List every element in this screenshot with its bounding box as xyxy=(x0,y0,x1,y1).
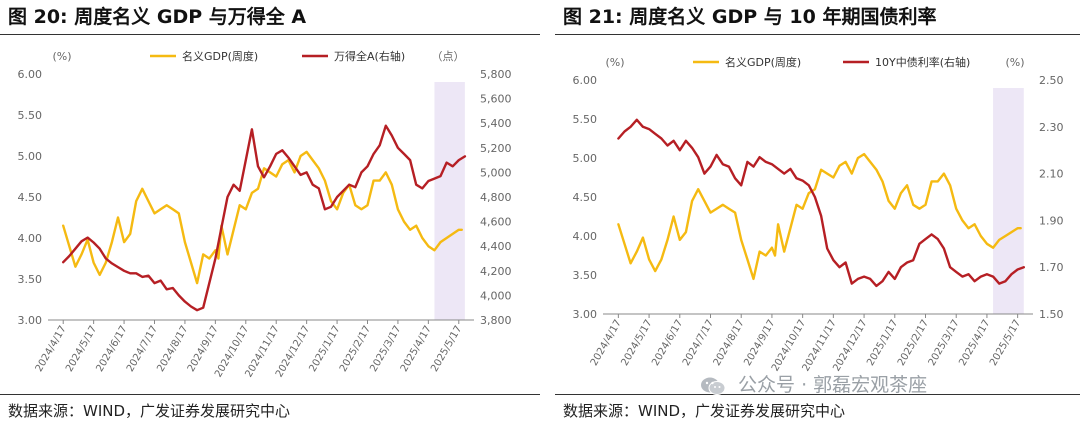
x-tick-label: 2024/6/17 xyxy=(650,318,685,368)
watermark: 公众号 · 郭磊宏观茶座 xyxy=(700,370,927,397)
y-tick-right: 1.90 xyxy=(1039,214,1064,227)
x-tick-label: 2024/8/17 xyxy=(712,318,747,368)
y-tick-right: 2.50 xyxy=(1039,74,1064,87)
y-tick-left: 4.00 xyxy=(573,230,598,243)
x-tick-label: 2025/4/17 xyxy=(399,324,434,374)
y-tick-right: 5,800 xyxy=(480,68,512,81)
x-tick-label: 2024/6/17 xyxy=(95,324,130,374)
y-tick-right: 1.70 xyxy=(1039,261,1064,274)
shaded-region xyxy=(434,82,465,320)
y-tick-right: 5,600 xyxy=(480,93,512,106)
source-divider xyxy=(555,394,1080,395)
x-tick-label: 2024/4/17 xyxy=(589,318,624,368)
x-tick-label: 2024/4/17 xyxy=(34,324,69,374)
y-tick-left: 6.00 xyxy=(573,74,598,87)
chart-panel-left: 图 20: 周度名义 GDP 与万得全 A 3.00 3.50 4.00 4.50 5.… xyxy=(0,6,540,420)
x-tick-label: 2025/3/17 xyxy=(927,318,962,368)
x-tick-label: 2025/4/17 xyxy=(957,318,992,368)
y-tick-left: 3.00 xyxy=(573,308,598,321)
x-tick-label: 2024/9/17 xyxy=(186,324,221,374)
title-divider xyxy=(0,34,540,35)
right-axis-unit: (%) xyxy=(1005,56,1024,69)
y-tick-left: 4.50 xyxy=(18,191,43,204)
x-tick-label: 2025/1/17 xyxy=(865,318,900,368)
series-line-gdp xyxy=(62,150,463,285)
x-tick-label: 2025/1/17 xyxy=(308,324,343,374)
x-tick-label: 2024/7/17 xyxy=(125,324,160,374)
y-tick-right: 5,200 xyxy=(480,142,512,155)
x-tick-label: 2024/7/17 xyxy=(681,318,716,368)
chart-title: 图 20: 周度名义 GDP 与万得全 A xyxy=(8,6,307,28)
right-axis-unit: （点） xyxy=(432,50,465,63)
x-tick-label: 2025/2/17 xyxy=(896,318,931,368)
chart-gdp-vs-10y-yield: 3.00 3.50 4.00 4.50 5.00 5.50 6.00 1.50 1.70 1.90… xyxy=(573,55,1064,373)
y-tick-right: 4,200 xyxy=(480,265,512,278)
series-line-right-axis xyxy=(617,118,1025,288)
y-tick-left: 3.50 xyxy=(573,269,598,282)
series-line-gdp xyxy=(617,152,1022,281)
y-tick-left: 6.00 xyxy=(18,68,43,81)
chart-gdp-vs-wind-a: 3.00 3.50 4.00 4.50 5.00 5.50 6.00 3,800 4,000 4,… xyxy=(18,49,512,379)
y-tick-left: 4.50 xyxy=(573,191,598,204)
x-tick-label: 2025/2/17 xyxy=(338,324,373,374)
y-tick-right: 5,400 xyxy=(480,117,512,130)
y-tick-right: 4,000 xyxy=(480,289,512,302)
legend-label: 10Y中债利率(右轴) xyxy=(875,55,970,69)
y-tick-right: 1.50 xyxy=(1039,308,1064,321)
watermark-text: 公众号 · 郭磊宏观茶座 xyxy=(738,374,928,396)
x-tick-label: 2025/5/17 xyxy=(988,318,1023,368)
x-tick-label: 2025/5/17 xyxy=(429,324,464,374)
left-axis-unit: (%) xyxy=(605,56,624,69)
x-tick-label: 2024/8/17 xyxy=(155,324,190,374)
y-tick-right: 2.30 xyxy=(1039,121,1064,134)
y-tick-left: 5.50 xyxy=(573,113,598,126)
y-tick-right: 5,000 xyxy=(480,166,512,179)
source-divider xyxy=(0,394,540,395)
chart-panel-right: 图 21: 周度名义 GDP 与 10 年期国债利率 3.00 3.50 4.00 4… xyxy=(555,0,1080,430)
source-note: 数据来源：WIND，广发证券发展研究中心 xyxy=(563,402,846,420)
y-tick-right: 4,400 xyxy=(480,240,512,253)
y-tick-left: 5.00 xyxy=(18,150,43,163)
y-tick-right: 4,800 xyxy=(480,191,512,204)
y-tick-left: 3.00 xyxy=(18,314,43,327)
x-tick-label: 2024/9/17 xyxy=(742,318,777,368)
wechat-icon xyxy=(701,377,726,395)
legend-label: 名义GDP(周度) xyxy=(725,55,801,69)
source-note: 数据来源：WIND，广发证券发展研究中心 xyxy=(8,402,291,420)
y-tick-left: 4.00 xyxy=(18,232,43,245)
x-tick-label: 2024/5/17 xyxy=(64,324,99,374)
legend-label: 万得全A(右轴) xyxy=(334,49,405,63)
x-tick-label: 2025/3/17 xyxy=(368,324,403,374)
legend-label: 名义GDP(周度) xyxy=(182,49,258,63)
left-axis-unit: (%) xyxy=(52,50,71,63)
series-line-right-axis xyxy=(62,124,467,312)
y-tick-right: 4,600 xyxy=(480,216,512,229)
title-divider xyxy=(555,34,1080,35)
y-tick-left: 3.50 xyxy=(18,273,43,286)
y-tick-left: 5.00 xyxy=(573,152,598,165)
x-tick-label: 2024/5/17 xyxy=(620,318,655,368)
y-tick-right: 2.10 xyxy=(1039,168,1064,181)
y-tick-left: 5.50 xyxy=(18,109,43,122)
y-tick-right: 3,800 xyxy=(480,314,512,327)
chart-title: 图 21: 周度名义 GDP 与 10 年期国债利率 xyxy=(563,6,937,28)
